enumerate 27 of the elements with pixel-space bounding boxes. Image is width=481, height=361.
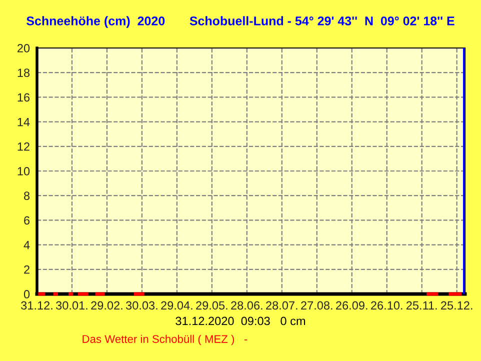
x-tick-label: 29.02. (91, 301, 122, 310)
y-tick-label: 0 (24, 290, 30, 298)
x-tick-label: 30.03. (126, 301, 158, 310)
y-tick-label: 20 (18, 44, 30, 52)
y-tick-label: 12 (18, 142, 30, 151)
x-tick-label: 25.11. (406, 301, 437, 310)
y-tick-label: 16 (18, 93, 30, 102)
x-tick-label: 30.01. (56, 301, 88, 310)
x-tick-label: 28.06. (231, 301, 262, 310)
x-tick-label: 31.12. (21, 301, 52, 310)
y-tick-label: 8 (24, 192, 30, 200)
y-tick-label: 6 (24, 216, 30, 225)
x-tick-label: 29.04. (161, 301, 192, 310)
text: Das Wetter in Schobüll ( MEZ ) - (82, 334, 248, 346)
y-tick-label: 14 (18, 118, 30, 126)
y-tick-label: 2 (24, 265, 30, 274)
chart-title: Schneehöhe (cm) 2020 Schobuell-Lund - 54° 29' 43'' N 09° 02' 18'' E (26, 16, 454, 28)
x-tick-label: 29.05. (196, 301, 228, 310)
x-tick-label: 27.08. (301, 301, 332, 310)
x-tick-label: 28.07. (266, 301, 298, 310)
y-tick-label: 18 (18, 68, 30, 77)
y-tick-label: 4 (24, 240, 30, 250)
text: 31.12.2020 09:03 0 cm (176, 316, 306, 326)
x-tick-label: 26.10. (371, 301, 402, 310)
x-tick-label: 26.09. (336, 301, 368, 310)
y-tick-label: 10 (18, 167, 30, 176)
x-tick-label: 25.12. (441, 301, 472, 310)
